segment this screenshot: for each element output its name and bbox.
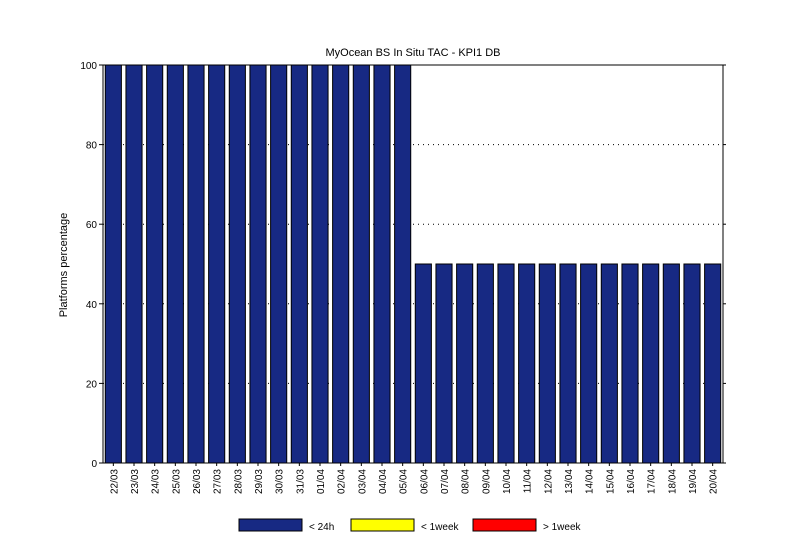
x-tick-label-27: 18/04 — [667, 469, 678, 494]
bar-0-08/04 — [456, 263, 474, 464]
x-tick-label-9: 31/03 — [295, 469, 306, 494]
y-tick-label-2: 40 — [86, 300, 98, 311]
legend-label-1: < 1week — [421, 522, 460, 533]
plot-frame — [102, 64, 724, 464]
bar-0-02/04 — [332, 64, 350, 464]
x-tick-label-23: 14/04 — [585, 469, 596, 494]
x-tick-label-25: 16/04 — [626, 469, 637, 494]
x-tick-label-28: 19/04 — [688, 469, 699, 494]
x-tick-label-22: 13/04 — [564, 469, 575, 494]
bar-0-28/03 — [228, 64, 246, 464]
bar-0-03/04 — [352, 64, 370, 464]
bar-0-18/04 — [662, 263, 680, 464]
x-tick-label-6: 28/03 — [233, 469, 244, 494]
legend-swatch-1 — [350, 518, 415, 532]
bar-0-01/04 — [311, 64, 329, 464]
x-tick-label-1: 23/03 — [130, 469, 141, 494]
y-tick-label-4: 80 — [86, 141, 98, 152]
bar-0-23/03 — [125, 64, 143, 464]
bar-0-24/03 — [146, 64, 164, 464]
bar-0-11/04 — [518, 263, 536, 464]
x-tick-label-7: 29/03 — [254, 469, 265, 494]
bar-0-31/03 — [290, 64, 308, 464]
x-tick-label-8: 30/03 — [275, 469, 286, 494]
bar-0-15/04 — [600, 263, 618, 464]
x-tick-label-2: 24/03 — [151, 469, 162, 494]
bar-0-29/03 — [249, 64, 267, 464]
bar-0-12/04 — [538, 263, 556, 464]
x-tick-label-11: 02/04 — [337, 469, 348, 494]
bar-0-16/04 — [621, 263, 639, 464]
legend: < 24h < 1week > 1week — [238, 518, 582, 533]
x-tick-label-5: 27/03 — [213, 469, 224, 494]
plot-area: 0 20 40 60 80 100 22/03 23/03 24/03 25/03 26/03 27/… — [80, 61, 726, 494]
bar-0-07/04 — [435, 263, 453, 464]
y-tick-label-0: 0 — [91, 459, 97, 470]
legend-label-0: < 24h — [309, 522, 334, 533]
y-tick-label-3: 60 — [86, 220, 98, 231]
x-tick-label-29: 20/04 — [709, 469, 720, 494]
bar-0-06/04 — [414, 263, 432, 464]
x-tick-label-19: 10/04 — [502, 469, 513, 494]
x-tick-label-10: 01/04 — [316, 469, 327, 494]
x-tick-label-12: 03/04 — [357, 469, 368, 494]
x-tick-label-3: 25/03 — [171, 469, 182, 494]
legend-swatch-2 — [472, 518, 537, 532]
x-tick-label-0: 22/03 — [109, 469, 120, 494]
y-axis-label: Platforms percentage — [58, 213, 70, 318]
chart-title: MyOcean BS In Situ TAC - KPI1 DB — [325, 47, 500, 59]
plot-background — [103, 65, 723, 463]
bar-0-04/04 — [373, 64, 391, 464]
bar-0-30/03 — [270, 64, 288, 464]
bar-0-10/04 — [497, 263, 515, 464]
bar-0-27/03 — [208, 64, 226, 464]
bar-0-20/04 — [704, 263, 722, 464]
bar-0-05/04 — [394, 64, 412, 464]
y-tick-label-1: 20 — [86, 379, 98, 390]
bar-0-26/03 — [187, 64, 205, 464]
x-tick-label-17: 08/04 — [461, 469, 472, 494]
y-tick-label-5: 100 — [80, 61, 97, 72]
x-tick-label-16: 07/04 — [440, 469, 451, 494]
bar-0-19/04 — [683, 263, 701, 464]
bar-0-13/04 — [559, 263, 577, 464]
x-tick-label-15: 06/04 — [419, 469, 430, 494]
x-tick-label-4: 26/03 — [192, 469, 203, 494]
x-tick-label-18: 09/04 — [481, 469, 492, 494]
x-tick-label-21: 12/04 — [543, 469, 554, 494]
bar-0-22/03 — [104, 64, 122, 464]
bar-0-17/04 — [642, 263, 660, 464]
x-tick-label-26: 17/04 — [647, 469, 658, 494]
x-tick-label-24: 15/04 — [605, 469, 616, 494]
bar-0-14/04 — [580, 263, 598, 464]
legend-label-2: > 1week — [543, 522, 582, 533]
x-tick-label-14: 05/04 — [399, 469, 410, 494]
legend-swatch-0 — [238, 518, 303, 532]
bar-0-09/04 — [476, 263, 494, 464]
x-tick-label-20: 11/04 — [523, 469, 534, 494]
x-tick-label-13: 04/04 — [378, 469, 389, 494]
bar-0-25/03 — [166, 64, 184, 464]
